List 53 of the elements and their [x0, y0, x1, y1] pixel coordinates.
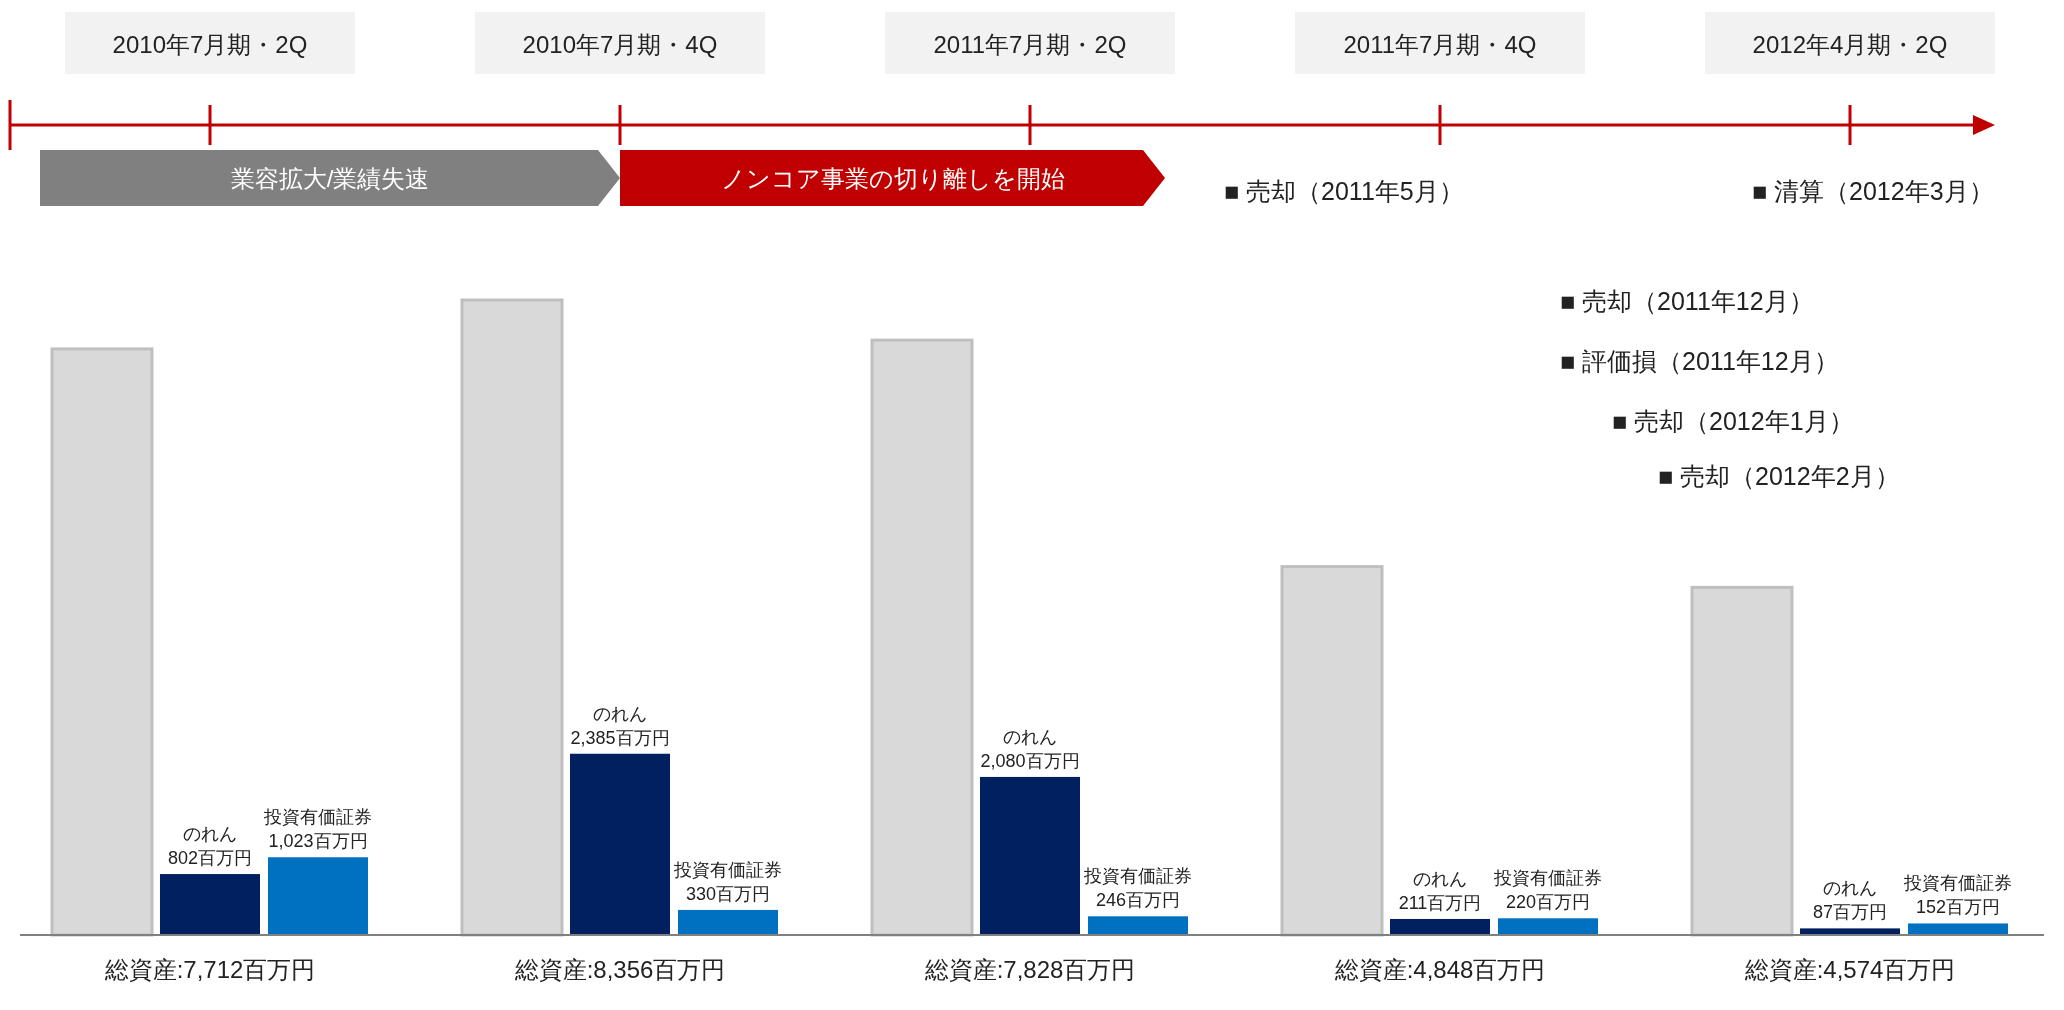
text: のれん [1413, 868, 1467, 889]
text: のれん [1003, 726, 1057, 747]
bar [1498, 918, 1598, 935]
x-tick-label: 2011年7月期・4Q [1343, 31, 1537, 58]
data-label: 802百万円 [167, 848, 253, 869]
data-label: 1,023百万円 [268, 831, 368, 852]
annotation: ■ 評価損（2011年12月） [1560, 347, 1839, 375]
text: 総資産:7,712百万円 [104, 956, 316, 983]
bar [268, 857, 368, 935]
text: 投資有価証券 [674, 859, 782, 880]
bar [1800, 928, 1900, 935]
data-label: 220百万円 [1505, 892, 1591, 913]
text: ノンコア事業の切り離しを開始 [720, 165, 1065, 192]
annotation: ■ 売却（2012年2月） [1658, 462, 1900, 490]
data-label: 2,080百万円 [980, 750, 1080, 771]
bar [1390, 918, 1490, 935]
text: 総資産:4,574百万円 [1744, 956, 1956, 983]
annotation: ■ 売却（2011年12月） [1560, 287, 1814, 315]
x-tick-label: 2012年4月期・2Q [1752, 31, 1948, 58]
series-label: 投資有価証券 [263, 807, 372, 828]
text: 総資産:4,848百万円 [1334, 956, 1546, 983]
text: 投資有価証券 [1904, 873, 2012, 894]
bar [1280, 565, 1384, 937]
x-tick-label: 2010年7月期・4Q [522, 31, 718, 58]
text: 総資産:8,356百万円 [514, 956, 726, 983]
bar [460, 298, 564, 937]
bar [870, 338, 974, 937]
x-tick-label: 2011年7月期・2Q [933, 31, 1127, 58]
text: ■ 清算（2012年3月） [1752, 177, 1994, 205]
text: 投資有価証券 [1494, 868, 1602, 889]
bar [1690, 585, 1794, 937]
data-label: 246百万円 [1095, 890, 1181, 911]
text: 投資有価証券 [1084, 866, 1192, 887]
bar [50, 347, 154, 937]
bar [678, 909, 778, 935]
bar [1088, 916, 1188, 935]
text: 業容拡大/業績失速 [230, 165, 430, 192]
bar [160, 874, 260, 935]
annotation: ■ 売却（2012年1月） [1612, 407, 1854, 435]
series-label: のれん [183, 824, 237, 845]
data-label: 211百万円 [1398, 892, 1482, 913]
text: 総資産:7,828百万円 [924, 956, 1136, 983]
text: ■ 売却（2011年5月） [1224, 177, 1464, 205]
bar [570, 753, 670, 935]
text: のれん [593, 703, 647, 724]
bar [980, 776, 1080, 935]
x-tick-label: 2010年7月期・2Q [112, 31, 308, 58]
data-label: 87百万円 [1812, 902, 1888, 923]
data-label: 152百万円 [1915, 897, 2001, 918]
bar [1908, 923, 2008, 935]
text: のれん [1823, 878, 1877, 899]
data-label: 2,385百万円 [570, 727, 670, 748]
data-label: 330百万円 [685, 883, 771, 904]
